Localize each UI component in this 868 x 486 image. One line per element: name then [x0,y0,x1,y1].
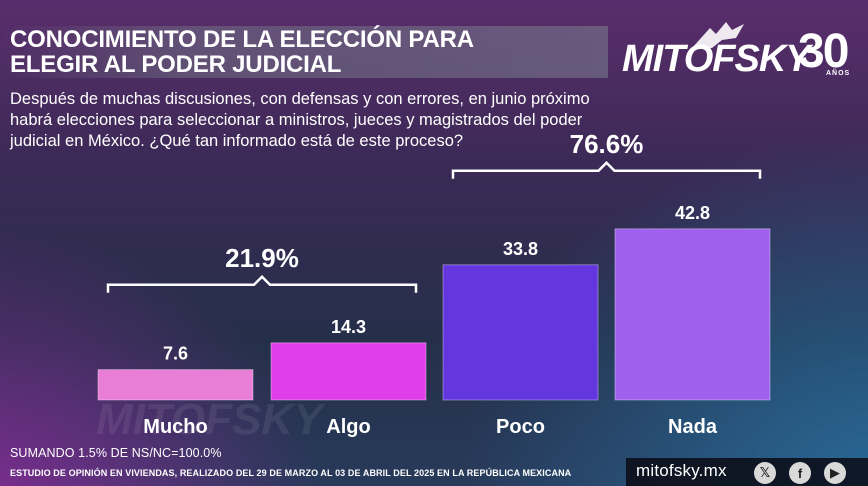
question-line-2: habrá elecciones para seleccionar a mini… [10,111,583,129]
title-line-2: ELEGIR AL PODER JUDICIAL [10,51,342,78]
bird-icon [692,22,744,48]
question-line-3: judicial en México. ¿Qué tan informado e… [10,132,464,150]
logo-years: 30 [798,25,849,78]
group-total-2: 76.6% [570,129,644,159]
title-band [0,26,608,78]
question-text: Después de muchas discusiones, con defen… [10,89,660,152]
group-bracket-2 [451,161,762,179]
x-icon[interactable]: 𝕏 [754,462,776,484]
facebook-icon[interactable]: f [789,462,811,484]
bar-nada [614,228,771,401]
category-label-algo: Algo [326,416,370,438]
bar-poco [442,264,599,401]
nsnc-note: SUMANDO 1.5% DE NS/NC=100.0% [10,446,222,460]
site-link[interactable]: mitofsky.mx [636,461,727,480]
category-label-mucho: Mucho [143,416,207,438]
watermark: MITOFSKY [96,395,323,444]
logo-years-label: AÑOS [826,70,851,77]
logo-text: MITOFSKY [622,38,811,80]
bar-mucho [97,369,254,401]
youtube-icon[interactable]: ▶ [824,462,846,484]
bar-algo [270,342,427,401]
group-total-1: 21.9% [225,243,299,273]
value-label-poco: 33.8 [503,239,538,259]
value-label-algo: 14.3 [331,317,366,337]
category-label-poco: Poco [496,416,545,438]
question-line-1: Después de muchas discusiones, con defen… [10,90,590,108]
value-label-nada: 42.8 [675,203,710,223]
study-footer: ESTUDIO DE OPINIÓN EN VIVIENDAS, REALIZA… [10,468,572,478]
category-label-nada: Nada [668,416,718,438]
value-label-mucho: 7.6 [163,344,188,364]
mitofsky-logo: MITOFSKY 30 AÑOS [620,20,860,90]
group-bracket-1 [106,275,418,293]
title-line-1: CONOCIMIENTO DE LA ELECCIÓN PARA [10,26,474,53]
page-title: CONOCIMIENTO DE LA ELECCIÓN PARA ELEGIR … [10,27,570,77]
